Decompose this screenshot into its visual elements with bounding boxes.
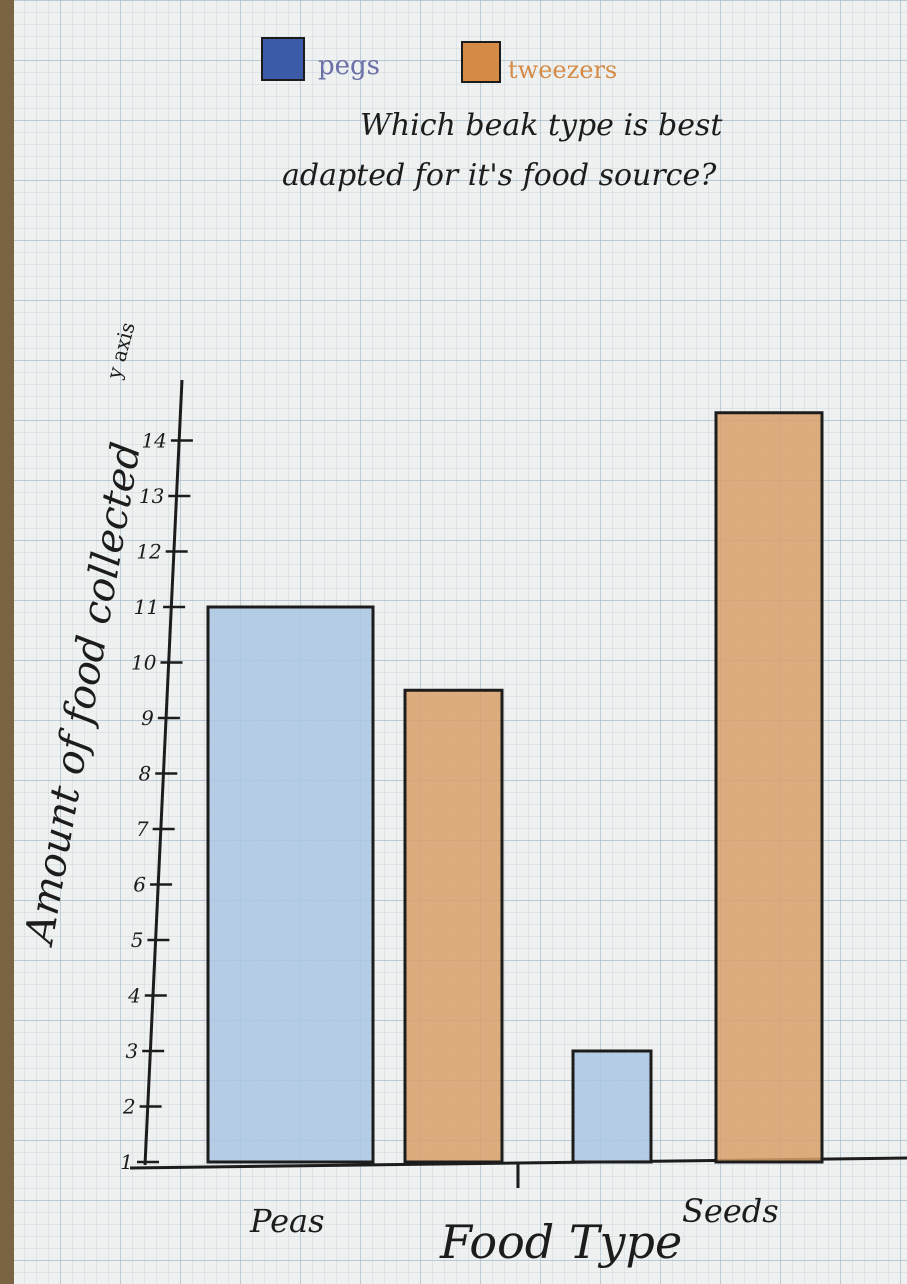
y-tick-label: 8 — [139, 762, 152, 786]
y-tick-label: 6 — [133, 873, 146, 897]
legend: pegs tweezers — [261, 37, 617, 84]
y-tick-label: 14 — [141, 429, 166, 453]
bar-tweezers-seeds — [714, 411, 824, 1164]
y-tick-label: 12 — [136, 540, 161, 564]
chart-title: Which beak type is best adapted for it's… — [282, 108, 723, 193]
y-tick-label: 5 — [131, 928, 144, 952]
category-label-seeds: Seeds — [682, 1192, 779, 1230]
legend-swatch-tweezers — [461, 41, 501, 83]
bars — [206, 411, 824, 1164]
y-tick-label: 3 — [125, 1039, 138, 1063]
y-tick-label: 4 — [127, 984, 141, 1008]
y-tick-label: 11 — [134, 595, 159, 619]
chart-title-line-2: adapted for it's food source? — [282, 158, 717, 193]
bar-tweezers-peas — [403, 688, 504, 1164]
bar-pegs-seeds — [571, 1049, 653, 1164]
y-tick-label: 9 — [141, 706, 154, 730]
y-tick-label: 13 — [139, 484, 164, 508]
category-label-peas: Peas — [249, 1202, 325, 1240]
y-tick-label: 1 — [120, 1150, 133, 1174]
legend-swatch-pegs — [261, 37, 305, 81]
bar-pegs-peas — [206, 605, 375, 1164]
chart-title-line-1: Which beak type is best — [360, 108, 723, 143]
y-tick-label: 10 — [131, 651, 157, 675]
legend-label-tweezers: tweezers — [508, 56, 617, 84]
y-tick-label: 2 — [122, 1095, 136, 1119]
y-tick-label: 7 — [136, 817, 149, 841]
legend-label-pegs: pegs — [318, 51, 380, 81]
x-axis-label: Food Type — [439, 1215, 682, 1269]
